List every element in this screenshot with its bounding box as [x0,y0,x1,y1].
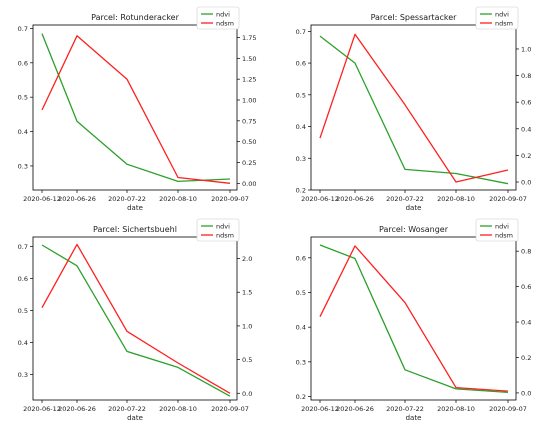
legend-label-ndvi: ndvi [216,223,230,231]
series-line-ndsm [41,35,231,184]
x-tick-label: 2020-09-07 [211,195,249,203]
x-tick-label: 2020-09-07 [489,405,527,413]
legend-label-ndsm: ndsm [216,20,234,28]
series-line-ndvi [41,244,231,397]
y-left-tick-label: 0.5 [18,94,28,102]
x-tick-label: 2020-08-10 [437,195,475,203]
y-left-tick-label: 0.4 [18,128,28,136]
y-left-tick-label: 0.6 [296,60,306,68]
legend-label-ndsm: ndsm [216,232,234,240]
x-axis-label: date [127,414,143,422]
x-tick-label: 2020-08-10 [159,405,197,413]
plot-frame [32,236,238,401]
x-tick-label: 2020-06-12 [301,405,339,413]
y-right-tick-label: 1.5 [242,289,252,297]
y-right-tick-label: 0.2 [521,354,531,362]
x-tick-label: 2020-06-26 [58,195,96,203]
y-right-tick-label: 0.0 [242,390,252,398]
x-tick-label: 2020-06-26 [336,405,374,413]
y-right-tick-label: 0.8 [521,72,531,80]
y-left-tick-label: 0.4 [296,324,306,332]
y-right-tick-label: 0.5 [242,356,252,364]
y-right-tick-label: 0.0 [521,389,531,397]
y-left-tick-label: 0.7 [296,28,306,36]
y-left-tick-label: 0.3 [18,371,28,379]
chart-panel-1: Parcel: Rotunderacker 2020-06-122020-06-2… [18,6,256,212]
x-axis-label: date [127,204,143,212]
y-right-tick-label: 0.0 [521,179,531,187]
y-left-tick-label: 0.7 [18,25,28,33]
y-left-tick-label: 0.5 [296,289,306,297]
legend-label-ndsm: ndsm [495,232,513,240]
y-right-tick-label: 1.75 [242,34,256,42]
y-right-tick-label: 0.4 [521,319,531,327]
legend-label-ndvi: ndvi [495,223,509,231]
y-right-tick-label: 0.2 [521,152,531,160]
y-right-tick-label: 0.8 [521,248,531,256]
y-left-tick-label: 0.5 [18,307,28,315]
y-right-tick-label: 1.00 [242,97,256,105]
series-line-ndsm [41,243,231,394]
x-tick-label: 2020-09-07 [489,195,527,203]
y-left-tick-label: 0.2 [296,393,306,401]
plot-frame [310,236,517,401]
y-left-tick-label: 0.3 [296,155,306,163]
chart-title: Parcel: Rotunderacker [91,13,179,22]
plot-frame [32,24,238,191]
x-tick-label: 2020-06-26 [58,405,96,413]
y-left-tick-label: 0.2 [296,187,306,195]
x-tick-label: 2020-06-12 [23,195,61,203]
y-left-tick-label: 0.3 [296,358,306,366]
x-tick-label: 2020-06-26 [336,195,374,203]
x-tick-label: 2020-06-12 [23,405,61,413]
chart-title: Parcel: Sichertsbuehl [93,225,177,234]
chart-panel-3: Parcel: Sichertsbuehl 2020-06-122020-06-2… [18,218,252,422]
x-tick-label: 2020-08-10 [437,405,475,413]
x-tick-label: 2020-08-10 [159,195,197,203]
series-line-ndsm [319,245,509,392]
legend-label-ndsm: ndsm [495,20,513,28]
y-right-tick-label: 0.00 [242,180,256,188]
chart-panel-2: Parcel: Spessartacker 2020-06-122020-06-2… [296,6,531,212]
chart-title: Parcel: Wosanger [379,225,449,234]
legend-label-ndvi: ndvi [216,11,230,19]
chart-title: Parcel: Spessartacker [371,13,458,22]
x-axis-label: date [406,414,422,422]
y-right-tick-label: 0.25 [242,159,256,167]
series-line-ndvi [319,35,509,185]
x-tick-label: 2020-06-12 [301,195,339,203]
y-left-tick-label: 0.6 [18,275,28,283]
series-line-ndsm [319,33,509,183]
x-tick-label: 2020-07-22 [108,405,146,413]
y-left-tick-label: 0.5 [296,91,306,99]
y-left-tick-label: 0.4 [18,339,28,347]
x-tick-label: 2020-07-22 [386,405,424,413]
series-line-ndvi [41,33,231,183]
y-left-tick-label: 0.3 [18,162,28,170]
y-right-tick-label: 1.50 [242,55,256,63]
x-tick-label: 2020-09-07 [211,405,249,413]
y-left-tick-label: 0.4 [296,123,306,131]
x-axis-label: date [406,204,422,212]
y-right-tick-label: 1.0 [242,322,252,330]
plot-frame [310,24,517,191]
x-tick-label: 2020-07-22 [386,195,424,203]
y-left-tick-label: 0.7 [18,243,28,251]
y-right-tick-label: 0.50 [242,138,256,146]
y-left-tick-label: 0.6 [296,254,306,262]
y-right-tick-label: 1.25 [242,76,256,84]
y-left-tick-label: 0.6 [18,59,28,67]
legend-label-ndvi: ndvi [495,11,509,19]
y-right-tick-label: 0.75 [242,117,256,125]
y-right-tick-label: 1.0 [521,45,531,53]
series-line-ndvi [319,244,509,394]
y-right-tick-label: 0.6 [521,99,531,107]
x-tick-label: 2020-07-22 [108,195,146,203]
y-right-tick-label: 2.0 [242,255,252,263]
y-right-tick-label: 0.4 [521,125,531,133]
y-right-tick-label: 0.6 [521,283,531,291]
